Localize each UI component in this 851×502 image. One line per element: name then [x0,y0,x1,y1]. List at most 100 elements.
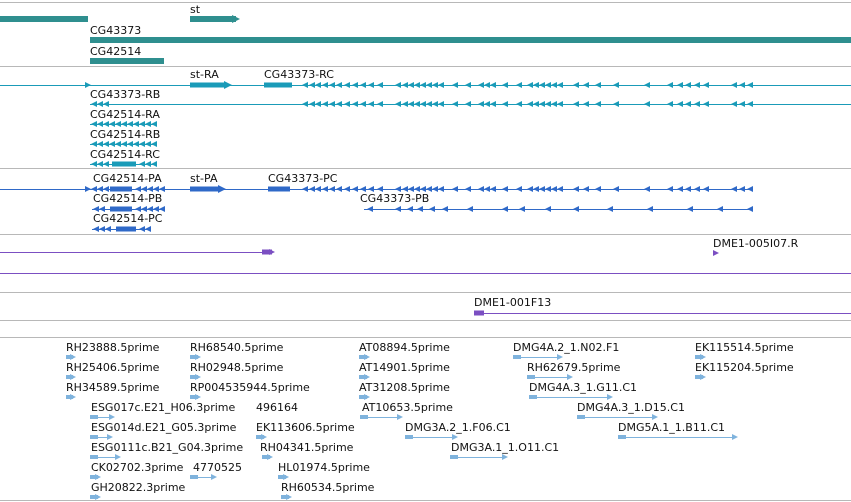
mrna-exon[interactable] [438,101,444,107]
protein-exon[interactable] [99,226,105,232]
mrna-exon[interactable] [502,101,508,107]
protein-exon[interactable] [360,186,366,192]
mrna-exon[interactable] [551,82,557,88]
protein-exon[interactable] [139,226,145,232]
est-feature[interactable] [70,394,76,400]
est-label[interactable]: DMG3A.1_1.O11.C1 [451,441,560,454]
mrna-exon[interactable] [322,101,328,107]
est-label[interactable]: EK115204.5prime [695,361,794,374]
est-feature[interactable] [364,354,370,360]
mrna-exon[interactable] [368,82,374,88]
est-label[interactable]: RH23888.5prime [66,341,160,354]
mrna-exon[interactable] [97,121,103,127]
est-feature[interactable] [90,475,98,479]
protein-exon[interactable] [747,186,753,192]
est-feature[interactable] [281,495,289,499]
est-feature[interactable] [502,454,508,460]
protein-exon[interactable] [717,206,723,212]
mrna-exon[interactable] [595,101,601,107]
protein-label-cg42514-pa[interactable]: CG42514-PA [93,172,162,185]
protein-exon[interactable] [519,206,525,212]
mrna-exon[interactable] [739,101,745,107]
mrna-exon[interactable] [595,82,601,88]
protein-exon[interactable] [502,206,508,212]
mrna-exon[interactable] [302,82,308,88]
protein-label-cg42514-pb[interactable]: CG42514-PB [93,192,163,205]
mrna-exon[interactable] [478,101,484,107]
mrna-exon[interactable] [115,141,121,147]
mrna-exon[interactable] [127,141,133,147]
clone-strand-arrow[interactable] [269,249,275,255]
mrna-exon[interactable] [573,82,579,88]
est-feature[interactable] [109,414,115,420]
protein-exon[interactable] [490,186,496,192]
est-label[interactable]: DMG5A.1_1.B11.C1 [618,421,726,434]
est-feature[interactable] [364,394,370,400]
est-feature[interactable] [190,475,198,479]
mrna-exon[interactable] [329,101,335,107]
mrna-exon[interactable] [502,82,508,88]
mrna-exon[interactable] [133,141,139,147]
protein-exon[interactable] [465,186,471,192]
mrna-exon[interactable] [309,101,315,107]
gene-bar-cg43373[interactable] [90,37,851,43]
mrna-exon[interactable] [677,101,683,107]
mrna-exon[interactable] [402,101,408,107]
gene-bar-st[interactable] [190,16,236,22]
protein-exon[interactable] [105,226,111,232]
mrna-exon[interactable] [97,161,103,167]
est-feature[interactable] [90,435,98,439]
mrna-exon[interactable] [377,82,383,88]
est-feature[interactable] [557,354,563,360]
protein-exon[interactable] [153,206,159,212]
protein-exon[interactable] [99,206,105,212]
protein-strand-arrow[interactable] [85,186,91,192]
est-feature[interactable] [66,375,73,379]
est-feature[interactable] [190,395,198,399]
mrna-exon[interactable] [516,82,522,88]
mrna-exon[interactable] [115,121,121,127]
mrna-exon[interactable] [402,82,408,88]
protein-strand-arrow[interactable] [218,185,226,193]
est-feature[interactable] [359,375,367,379]
protein-exon[interactable] [607,206,613,212]
est-label[interactable]: RH34589.5prime [66,381,160,394]
mrna-exon[interactable] [91,161,97,167]
est-feature[interactable] [360,415,368,419]
est-feature[interactable] [567,374,573,380]
mrna-exon[interactable] [484,82,490,88]
protein-exon[interactable] [429,206,435,212]
protein-exon[interactable] [573,206,579,212]
mrna-exon[interactable] [103,141,109,147]
gene-strand-arrow[interactable] [232,15,240,23]
mrna-exon[interactable] [360,82,366,88]
protein-exon[interactable] [467,206,473,212]
mrna-strand-arrow[interactable] [224,81,232,89]
protein-exon[interactable] [322,186,328,192]
protein-exon[interactable] [420,186,426,192]
est-feature[interactable] [527,375,535,379]
mrna-exon[interactable] [731,82,737,88]
mrna-exon[interactable] [97,141,103,147]
mrna-exon[interactable] [360,101,366,107]
mrna-exon[interactable] [151,141,157,147]
est-feature[interactable] [618,435,626,439]
mrna-exon[interactable] [731,101,737,107]
est-label[interactable]: RH62679.5prime [527,361,621,374]
mrna-exon[interactable] [145,121,151,127]
est-feature[interactable] [90,455,98,459]
mrna-exon[interactable] [694,101,700,107]
est-label[interactable]: AT14901.5prime [359,361,450,374]
protein-exon[interactable] [344,186,350,192]
mrna-exon[interactable] [408,82,414,88]
gene-label-cg43373[interactable]: CG43373 [90,24,142,37]
est-label[interactable]: RH02948.5prime [190,361,284,374]
mrna-exon[interactable] [91,101,97,107]
est-label[interactable]: CK02702.3prime [91,461,184,474]
protein-exon[interactable] [677,186,683,192]
mrna-exon[interactable] [490,82,496,88]
protein-exon[interactable] [557,186,563,192]
est-feature[interactable] [70,354,76,360]
protein-exon[interactable] [667,186,673,192]
est-feature[interactable] [283,474,289,480]
